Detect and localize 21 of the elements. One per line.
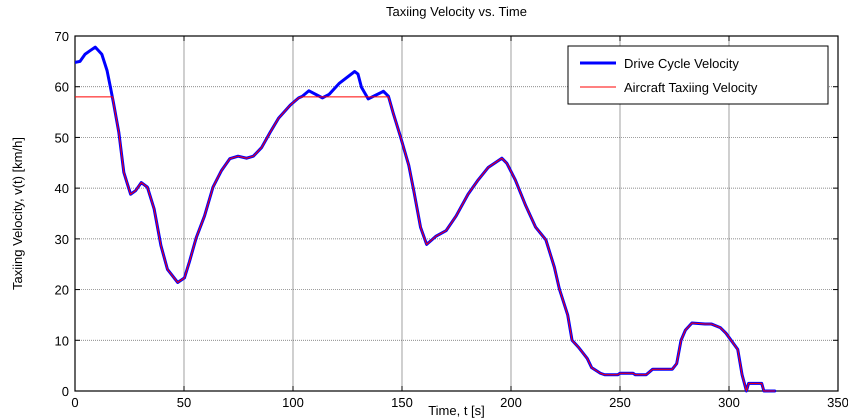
y-tick-label: 50 [54,130,69,146]
y-axis-title: Taxiing Velocity, v(t) [km/h] [10,137,25,290]
x-tick-label: 100 [282,395,304,410]
y-tick-label: 40 [54,181,69,196]
chart-title: Taxiing Velocity vs. Time [386,4,527,19]
y-tick-label: 70 [54,29,69,44]
x-tick-label: 300 [718,395,740,410]
legend-label: Drive Cycle Velocity [624,56,740,71]
y-tick-label: 10 [54,333,69,348]
legend-label: Aircraft Taxiing Velocity [624,80,758,95]
x-axis-title: Time, t [s] [428,403,485,418]
x-tick-label: 150 [391,395,413,410]
x-tick-label: 200 [500,395,522,410]
x-tick-label: 250 [609,395,631,410]
y-tick-label: 0 [62,384,69,399]
x-tick-label: 50 [176,395,192,410]
y-tick-label: 60 [54,80,69,95]
y-tick-label: 30 [54,232,69,247]
x-tick-label: 0 [71,395,79,410]
x-tick-label: 350 [827,395,848,410]
y-tick-label: 20 [54,282,69,298]
